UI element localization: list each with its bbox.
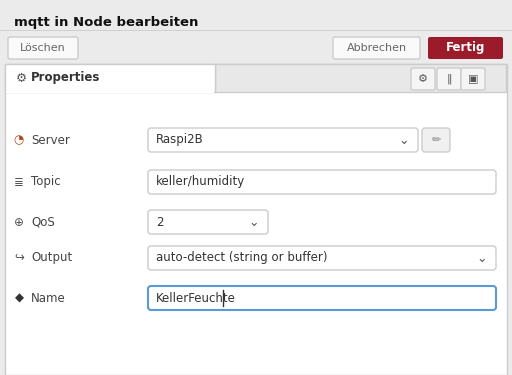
Text: QoS: QoS [31,216,55,228]
FancyBboxPatch shape [437,68,461,90]
Text: keller/humidity: keller/humidity [156,176,245,189]
Bar [5,64,215,92]
Text: ▣: ▣ [468,74,478,84]
FancyBboxPatch shape [148,128,418,152]
Text: mqtt in Node bearbeiten: mqtt in Node bearbeiten [14,16,198,29]
Text: ‖: ‖ [446,74,452,84]
Text: Server: Server [31,134,70,147]
Text: KellerFeuchte: KellerFeuchte [156,291,236,304]
Text: auto-detect (string or buffer): auto-detect (string or buffer) [156,252,328,264]
Text: ⚙: ⚙ [418,74,428,84]
Text: Properties: Properties [31,72,100,84]
FancyBboxPatch shape [461,68,485,90]
Text: Raspi2B: Raspi2B [156,134,204,147]
Text: ⌄: ⌄ [399,135,409,147]
Bar [6,91,214,93]
Text: ◆: ◆ [14,291,24,304]
FancyBboxPatch shape [333,37,420,59]
Text: 2: 2 [156,216,163,228]
Text: ⚙: ⚙ [15,72,27,84]
Bar [5,92,507,93]
Text: Fertig: Fertig [446,42,485,54]
Text: ≣: ≣ [14,176,24,189]
FancyBboxPatch shape [8,37,78,59]
Bar [0,31,512,64]
Text: Name: Name [31,291,66,304]
Text: Topic: Topic [31,176,60,189]
Text: ⌄: ⌄ [477,252,487,266]
Bar [0,30,512,31]
FancyBboxPatch shape [428,37,503,59]
Text: Abbrechen: Abbrechen [347,43,407,53]
Bar [5,64,507,375]
Text: Löschen: Löschen [20,43,66,53]
FancyBboxPatch shape [411,68,435,90]
Bar [215,64,506,92]
Text: ↪: ↪ [14,252,24,264]
FancyBboxPatch shape [148,246,496,270]
FancyBboxPatch shape [148,170,496,194]
Text: ◔: ◔ [14,134,24,147]
Text: ⌄: ⌄ [249,216,259,229]
Text: ✏: ✏ [431,135,441,145]
FancyBboxPatch shape [148,286,496,310]
Text: ⊕: ⊕ [14,216,24,228]
Text: Output: Output [31,252,72,264]
FancyBboxPatch shape [422,128,450,152]
FancyBboxPatch shape [148,210,268,234]
